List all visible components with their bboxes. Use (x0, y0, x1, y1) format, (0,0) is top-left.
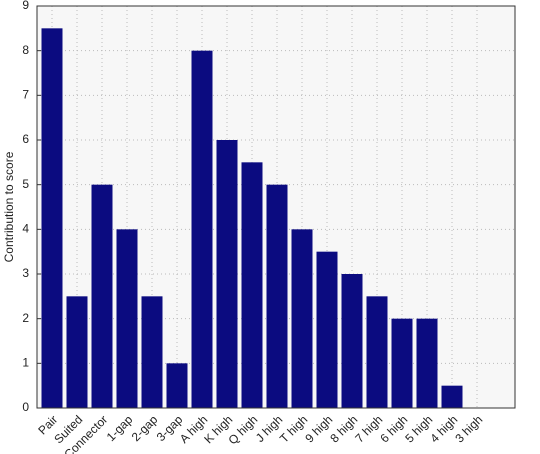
x-tick-label: 9 high (302, 412, 335, 445)
x-tick-label: 7 high (352, 412, 385, 445)
y-tick-label: 4 (22, 222, 29, 236)
bar (216, 140, 238, 408)
bar (166, 363, 188, 408)
bar (441, 385, 463, 408)
y-tick-label: 6 (22, 132, 29, 146)
bar (91, 184, 113, 408)
y-tick-label: 1 (22, 356, 29, 370)
bar (191, 50, 213, 409)
bar (366, 296, 388, 408)
y-tick-label: 7 (22, 88, 29, 102)
bar (66, 296, 88, 408)
bar (341, 274, 363, 408)
bar (391, 318, 413, 408)
y-axis-label: Contribution to score (2, 151, 16, 262)
y-tick-label: 2 (22, 311, 29, 325)
x-tick-label: 5 high (402, 412, 435, 445)
bar (316, 251, 338, 408)
bar (116, 229, 138, 408)
x-tick-label: T high (277, 412, 310, 445)
y-tick-label: 8 (22, 43, 29, 57)
x-tick-label: 4 high (427, 412, 460, 445)
x-tick-label: 2-gap (129, 412, 161, 444)
bar (266, 184, 288, 408)
y-tick-label: 0 (22, 400, 29, 414)
bar (291, 229, 313, 408)
bar (241, 162, 263, 408)
x-tick-label: 8 high (327, 412, 360, 445)
y-tick-label: 9 (22, 0, 29, 12)
x-tick-label: 6 high (377, 412, 410, 445)
y-tick-label: 5 (22, 177, 29, 191)
bar (416, 318, 438, 408)
bar (141, 296, 163, 408)
axes-box (36, 5, 516, 409)
x-tick-label: 1-gap (104, 412, 136, 444)
bar (41, 28, 63, 408)
x-tick-label: 3 high (452, 412, 485, 445)
y-tick-label: 3 (22, 266, 29, 280)
